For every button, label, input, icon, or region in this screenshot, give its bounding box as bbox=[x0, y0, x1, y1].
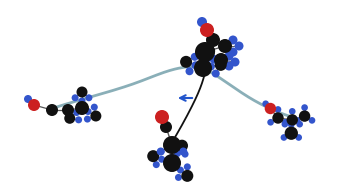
Circle shape bbox=[64, 113, 75, 124]
Circle shape bbox=[62, 104, 74, 116]
Circle shape bbox=[224, 61, 234, 70]
Circle shape bbox=[285, 127, 298, 140]
Circle shape bbox=[180, 56, 192, 68]
Circle shape bbox=[191, 53, 199, 61]
Circle shape bbox=[267, 119, 274, 126]
Circle shape bbox=[157, 147, 165, 156]
Circle shape bbox=[75, 116, 82, 123]
Circle shape bbox=[235, 42, 244, 50]
Circle shape bbox=[281, 134, 287, 141]
Circle shape bbox=[281, 121, 288, 128]
Circle shape bbox=[28, 99, 40, 111]
Circle shape bbox=[168, 154, 176, 162]
Circle shape bbox=[286, 114, 298, 126]
Circle shape bbox=[160, 121, 172, 133]
Circle shape bbox=[170, 144, 177, 151]
Circle shape bbox=[163, 154, 181, 172]
Circle shape bbox=[202, 57, 210, 64]
Circle shape bbox=[158, 156, 165, 163]
Circle shape bbox=[288, 121, 295, 128]
Circle shape bbox=[197, 17, 207, 27]
Circle shape bbox=[66, 106, 73, 113]
Circle shape bbox=[153, 161, 160, 168]
Circle shape bbox=[309, 117, 315, 124]
Circle shape bbox=[275, 106, 281, 113]
Circle shape bbox=[179, 147, 187, 156]
Circle shape bbox=[157, 148, 164, 155]
Circle shape bbox=[218, 39, 232, 53]
Circle shape bbox=[71, 94, 79, 101]
Circle shape bbox=[175, 174, 182, 181]
Circle shape bbox=[75, 101, 89, 115]
Circle shape bbox=[76, 87, 88, 98]
Circle shape bbox=[196, 50, 204, 59]
Circle shape bbox=[295, 134, 302, 141]
Circle shape bbox=[265, 103, 276, 114]
Circle shape bbox=[184, 163, 191, 170]
Circle shape bbox=[200, 23, 214, 37]
Circle shape bbox=[207, 63, 215, 71]
Circle shape bbox=[46, 104, 58, 116]
Circle shape bbox=[301, 104, 308, 111]
Circle shape bbox=[299, 110, 310, 122]
Circle shape bbox=[185, 67, 193, 75]
Circle shape bbox=[296, 121, 303, 128]
Circle shape bbox=[262, 100, 269, 107]
Circle shape bbox=[215, 59, 227, 71]
Circle shape bbox=[84, 116, 91, 123]
Circle shape bbox=[147, 150, 159, 162]
Circle shape bbox=[85, 94, 92, 101]
Circle shape bbox=[228, 47, 238, 57]
Circle shape bbox=[228, 36, 238, 44]
Circle shape bbox=[177, 167, 184, 174]
Circle shape bbox=[294, 117, 301, 124]
Circle shape bbox=[212, 70, 220, 77]
Circle shape bbox=[79, 98, 86, 105]
Circle shape bbox=[209, 54, 217, 62]
Circle shape bbox=[90, 111, 101, 122]
Circle shape bbox=[195, 42, 215, 62]
Circle shape bbox=[155, 110, 169, 124]
Circle shape bbox=[203, 45, 215, 57]
Circle shape bbox=[91, 104, 98, 111]
Circle shape bbox=[231, 57, 240, 67]
Circle shape bbox=[73, 109, 80, 116]
Circle shape bbox=[85, 108, 92, 115]
Circle shape bbox=[181, 170, 193, 182]
Circle shape bbox=[163, 136, 181, 154]
Circle shape bbox=[176, 140, 188, 152]
Circle shape bbox=[214, 53, 228, 67]
Circle shape bbox=[191, 61, 200, 69]
Circle shape bbox=[272, 112, 284, 124]
Circle shape bbox=[224, 51, 234, 60]
Circle shape bbox=[282, 119, 289, 126]
Circle shape bbox=[174, 150, 181, 157]
Circle shape bbox=[24, 95, 32, 103]
Circle shape bbox=[210, 56, 218, 64]
Circle shape bbox=[194, 59, 212, 77]
Circle shape bbox=[182, 151, 189, 158]
Circle shape bbox=[206, 33, 220, 47]
Circle shape bbox=[289, 108, 296, 115]
